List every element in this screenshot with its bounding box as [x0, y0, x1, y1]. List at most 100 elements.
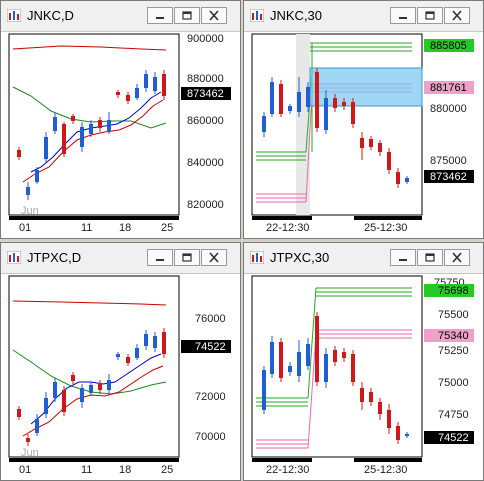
candle: [297, 92, 301, 112]
highlight-zone: [309, 67, 423, 107]
candle: [387, 152, 391, 170]
restore-icon: [425, 253, 435, 262]
price-axis-label: 880000: [187, 73, 224, 85]
candle: [369, 139, 373, 147]
price-axis-label: 75000: [438, 377, 469, 389]
candle: [98, 120, 102, 128]
ma-env-line: [22, 99, 164, 183]
candle: [162, 74, 166, 96]
candle: [270, 82, 274, 114]
price-axis-label: 820000: [187, 199, 224, 211]
candle: [396, 172, 400, 184]
upper-level-text: 885805: [430, 40, 467, 52]
close-button[interactable]: [444, 7, 470, 24]
minimize-button[interactable]: [390, 249, 416, 266]
candle: [44, 137, 48, 159]
restore-button[interactable]: [174, 249, 200, 266]
window-titlebar[interactable]: JTPXC,D: [1, 243, 240, 274]
close-button[interactable]: [201, 249, 227, 266]
window-titlebar[interactable]: JTPXC,30: [244, 243, 483, 274]
candle: [35, 170, 39, 182]
date-axis-bar: [9, 216, 179, 220]
restore-button[interactable]: [417, 249, 443, 266]
minimize-button[interactable]: [147, 249, 173, 266]
restore-icon: [182, 11, 192, 20]
minimize-icon: [399, 259, 407, 261]
date-axis-label: 11: [81, 464, 92, 476]
candle: [71, 375, 75, 381]
minimize-button[interactable]: [147, 7, 173, 24]
ma-env-line: [22, 365, 164, 437]
chart-window-jtpxc-daily[interactable]: JTPXC,D: [0, 242, 241, 481]
month-label: Jun: [21, 447, 39, 459]
ma-long-line: [12, 300, 167, 306]
candle: [44, 398, 48, 414]
minimize-icon: [156, 17, 164, 19]
price-axis-label: 75250: [438, 345, 469, 357]
candle: [288, 366, 292, 372]
close-button[interactable]: [201, 7, 227, 24]
candle: [135, 348, 139, 358]
candle: [80, 127, 84, 147]
candle: [144, 74, 148, 88]
current-price-badge: [424, 431, 474, 444]
pink-levels: [256, 329, 412, 449]
date-axis-label: 01: [19, 222, 31, 234]
chart-window-jnkc-daily[interactable]: JNKC,D: [0, 0, 241, 239]
date-axis-bar: [354, 458, 422, 462]
restore-icon: [425, 11, 435, 20]
window-title: JTPXC,D: [27, 250, 82, 265]
candle: [342, 102, 346, 106]
candle: [342, 352, 346, 358]
price-axis-label: 74750: [438, 409, 469, 421]
candle: [126, 95, 130, 101]
close-button[interactable]: [444, 249, 470, 266]
candle: [324, 98, 328, 130]
price-chart[interactable]: 75750 75698 75500 75340 75250 75000 7475…: [244, 274, 483, 480]
chart-window-jnkc-30min[interactable]: JNKC,30: [243, 0, 484, 239]
candle: [144, 334, 148, 346]
price-axis-label: 875000: [430, 155, 467, 167]
ma-short-line: [30, 353, 162, 425]
candle: [405, 178, 409, 182]
price-chart[interactable]: 900000 880000 860000 840000 820000 87346…: [1, 32, 240, 238]
date-axis-label: 25-12:30: [364, 222, 407, 234]
price-chart[interactable]: 885805 880000 881761 880000 875000 87346…: [244, 32, 483, 238]
candle: [333, 350, 337, 362]
upper-level-badge: [424, 39, 474, 52]
close-icon: [209, 252, 219, 263]
candle: [315, 316, 319, 382]
green-levels: [256, 42, 412, 161]
candle: [71, 116, 75, 121]
current-price-badge: [181, 340, 231, 353]
price-axis-label: 70000: [195, 431, 226, 443]
candles: [262, 312, 409, 444]
price-axis-label: 72000: [195, 391, 226, 403]
restore-button[interactable]: [174, 7, 200, 24]
candle: [405, 434, 409, 436]
mid-level-text: 75340: [438, 330, 469, 342]
candle: [107, 380, 111, 390]
candle: [360, 138, 364, 148]
date-axis-label: 01: [19, 464, 31, 476]
price-axis-label: 840000: [187, 157, 224, 169]
candle: [351, 102, 355, 124]
candle: [306, 344, 310, 366]
plot-area: [8, 33, 180, 216]
mid-level-badge: [424, 329, 474, 342]
close-icon: [452, 10, 462, 21]
date-axis-label: 11: [81, 222, 92, 234]
candle: [89, 124, 93, 134]
restore-button[interactable]: [417, 7, 443, 24]
window-titlebar[interactable]: JNKC,30: [244, 1, 483, 32]
candle: [306, 87, 310, 107]
window-title: JNKC,30: [270, 8, 323, 23]
minimize-button[interactable]: [390, 7, 416, 24]
price-chart[interactable]: 76000 74000 72000 70000 74522 Jun 01 11 …: [1, 274, 240, 480]
chart-window-jtpxc-30min[interactable]: JTPXC,30: [243, 242, 484, 481]
upper-level-text: 75698: [438, 285, 469, 297]
date-axis-bar: [252, 216, 312, 220]
close-icon: [452, 252, 462, 263]
date-axis-label: 22-12:30: [266, 222, 309, 234]
window-titlebar[interactable]: JNKC,D: [1, 1, 240, 32]
